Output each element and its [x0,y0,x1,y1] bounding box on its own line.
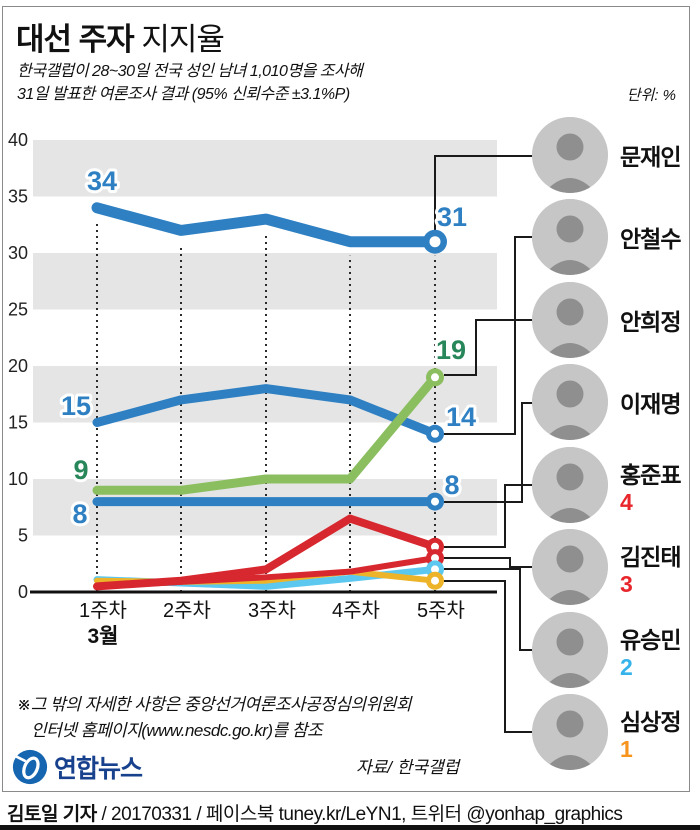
svg-text:35: 35 [8,187,28,207]
candidate-name: 이재명 [620,391,681,417]
svg-text:25: 25 [8,300,28,320]
svg-text:9: 9 [73,455,88,485]
survey-description-line1: 한국갤럽이 28~30일 전국 성인 남녀 1,010명을 조사해 [17,63,363,80]
svg-text:8: 8 [444,470,459,500]
svg-text:40: 40 [8,130,28,150]
svg-text:5주차: 5주차 [417,599,465,622]
candidate-name: 유승민 [620,627,681,653]
svg-text:3월: 3월 [88,625,119,648]
svg-text:19: 19 [436,335,466,365]
svg-text:8: 8 [72,499,87,529]
candidate-row: 이재명 [532,364,688,440]
footnote-line1: ※그 밖의 자세한 사항은 중앙선거여론조사공정심의위원회 [17,695,412,714]
candidate-score: 1 [620,736,633,762]
candidate-photo [532,612,608,688]
unit-label: 단위: % [626,87,676,104]
svg-text:1주차: 1주차 [79,599,127,622]
candidate-name: 홍준표 [620,462,681,488]
candidate-score: 4 [620,489,633,515]
title-light: 지지율 [141,22,225,57]
candidate-name: 문재인 [620,144,681,170]
candidate-name: 김진태 [620,544,681,570]
svg-text:31: 31 [437,202,467,232]
svg-text:15: 15 [61,391,91,421]
footnote: ※그 밖의 자세한 사항은 중앙선거여론조사공정심의위원회 인터넷 홈페이지(w… [17,692,412,744]
page-title: 대선 주자 지지율 [16,14,225,59]
svg-text:4주차: 4주차 [332,599,380,622]
candidate-name: 심상정 [620,709,681,735]
yonhap-logo-text: 연합뉴스 [54,755,143,783]
candidate-photo [532,694,608,770]
candidate-photo [532,117,608,193]
candidate-name: 안철수 [620,226,681,252]
svg-text:10: 10 [8,469,28,489]
candidate-name: 안희정 [620,309,681,335]
candidate-row: 홍준표 4 [532,447,688,523]
svg-text:2주차: 2주차 [163,599,211,622]
candidate-row: 안희정 [532,282,688,358]
svg-text:14: 14 [446,402,476,432]
candidate-score: 3 [620,571,633,597]
svg-text:30: 30 [8,243,28,263]
candidate-row: 안철수 [532,199,688,275]
svg-text:34: 34 [87,166,117,196]
candidate-photo [532,529,608,605]
support-trend-chart: 0 5 10 15 20 25 30 35 40 1주차 2주차 3주차 4주차 5주차 3월 34 31 15 1… [8,130,533,733]
title-bold: 대선 주자 [16,22,135,57]
candidate-row: 유승민 2 [532,612,688,688]
svg-text:0: 0 [18,582,28,602]
svg-text:20: 20 [8,356,28,376]
svg-text:5: 5 [18,526,28,546]
survey-description-line2: 31일 발표한 여론조사 결과 (95% 신뢰수준 ±3.1%P) [17,86,350,103]
byline-rest: / 20170331 / 페이스북 tuney.kr/LeYN1, 트위터 @y… [96,804,623,825]
candidate-score: 2 [620,654,633,680]
reporter-name: 김토일 기자 [7,804,97,825]
candidate-photo [532,282,608,358]
candidate-row: 문재인 [532,117,688,193]
candidate-photo [532,364,608,440]
source-credit: 자료/ 한국갤럽 [356,758,460,777]
svg-text:15: 15 [8,413,28,433]
candidate-row: 심상정 1 [532,694,688,770]
svg-text:3주차: 3주차 [248,599,296,622]
footnote-line2: 인터넷 홈페이지(www.nesdc.go.kr)를 참조 [31,721,323,740]
candidate-photo [532,199,608,275]
survey-description: 한국갤럽이 28~30일 전국 성인 남녀 1,010명을 조사해 31일 발표… [17,60,363,106]
yonhap-logo-icon [12,749,48,785]
candidate-photo [532,447,608,523]
byline: 김토일 기자 / 20170331 / 페이스북 tuney.kr/LeYN1,… [7,799,623,826]
bottom-rule [0,825,700,830]
candidate-row: 김진태 3 [532,529,688,605]
yonhap-logo: 연합뉴스 [12,749,143,785]
